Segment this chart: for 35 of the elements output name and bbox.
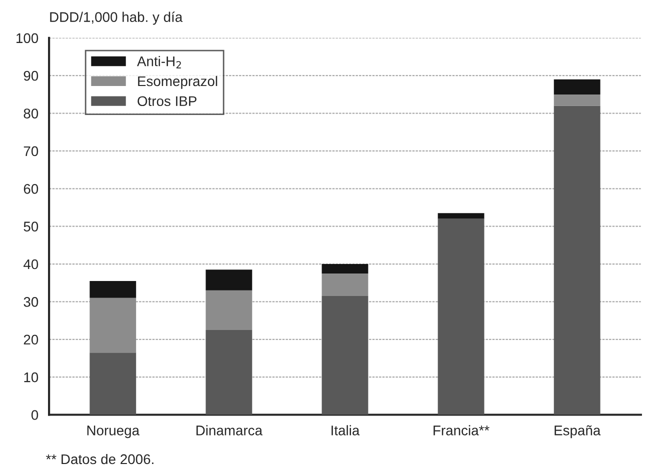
x-tick-label: Dinamarca [196,425,263,436]
y-tick-label: 80 [24,108,38,118]
y-tick-label: 0 [31,410,38,420]
y-tick-label: 40 [24,259,38,270]
bar [322,273,368,296]
bar [554,106,600,415]
bar [206,270,252,290]
x-tick-label: España [554,425,601,438]
bar [322,296,368,415]
bar [206,290,252,330]
x-tick-label: Italia [332,425,360,436]
y-tick-label: 30 [24,297,38,307]
legend-label: Esomeprazol [138,76,218,89]
bar [438,218,484,415]
y-tick-label: 10 [24,372,38,382]
bar [90,352,136,415]
y-tick-label: 20 [24,334,38,345]
bar [322,264,368,274]
y-tick-label: 50 [24,222,38,232]
x-tick-label: Noruega [87,426,140,438]
bar [90,298,136,353]
y-tick-label: 90 [24,70,38,81]
bar [90,280,136,298]
y-tick-label: 60 [24,184,38,194]
legend-label: Otros IBP [138,96,196,106]
legend-label: Anti-H$_{2}$ [137,56,181,68]
y-tick-label: 100 [16,33,38,44]
y-axis-title: DDD/1,000 hab. y día [50,12,183,25]
bar [554,94,600,106]
bar [206,330,252,415]
y-tick-label: 70 [24,146,38,156]
text: ** Datos de 2006. [46,454,154,464]
bar [438,213,484,219]
x-tick-label: Francia** [434,425,490,436]
bar [554,79,600,94]
